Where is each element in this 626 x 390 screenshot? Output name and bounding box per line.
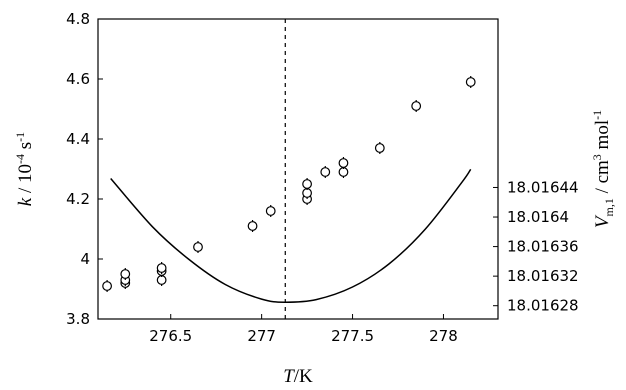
y-left-exponent2: -1: [13, 132, 27, 142]
y-left-axis-label: k / 10-4 s-1: [13, 132, 36, 206]
data-point: [120, 269, 131, 279]
y-right-tick-label: 18.01636: [507, 238, 579, 256]
y-left-tick-label: 4.4: [66, 130, 90, 148]
data-points-layer: [102, 76, 476, 292]
data-point: [374, 143, 385, 153]
x-tick-label: 277.5: [331, 327, 374, 345]
y-left-tick-label: 4: [80, 250, 90, 268]
fit-curve: [110, 168, 472, 303]
y-right-exponent2: -1: [590, 110, 604, 120]
y-right-tick-label: 18.01632: [507, 267, 579, 285]
x-tick-label: 276.5: [149, 327, 192, 345]
y-right-unit: / cm: [592, 160, 613, 198]
data-point: [465, 77, 476, 87]
y-right-tick-label: 18.0164: [507, 208, 569, 226]
data-point: [156, 263, 167, 273]
y-right-subscript: m,1: [602, 198, 616, 216]
y-right-tick-label: 18.01644: [507, 178, 579, 196]
data-point: [265, 206, 276, 216]
data-point: [102, 281, 112, 291]
data-point: [193, 242, 203, 252]
x-axis: 276.5 277 277.5 278: [149, 314, 458, 345]
x-tick-label: 277: [247, 327, 276, 345]
fit-curve-layer: [110, 168, 472, 303]
y-right-axis: 18.01628 18.01632 18.01636 18.0164 18.01644: [493, 178, 579, 315]
plot-frame: [97, 18, 499, 320]
y-left-tick-label: 3.8: [66, 310, 90, 328]
data-point: [411, 101, 422, 111]
data-point: [320, 167, 331, 177]
y-left-unit2: s: [15, 142, 36, 154]
y-right-exponent: 3: [590, 154, 604, 160]
data-point: [302, 179, 312, 189]
y-left-exponent: -4: [13, 154, 27, 164]
x-axis-symbol: T: [283, 366, 295, 387]
y-right-tick-label: 18.01628: [507, 297, 579, 315]
x-axis-label: T/K: [283, 366, 313, 387]
y-right-axis-label: Vm,1 / cm3 mol-1: [590, 110, 616, 228]
y-right-unit2: mol: [592, 120, 613, 154]
y-left-tick-label: 4.6: [66, 70, 90, 88]
x-axis-unit: /K: [294, 366, 313, 387]
y-left-tick-label: 4.2: [66, 190, 90, 208]
y-left-tick-label: 4.8: [66, 10, 90, 28]
data-point: [338, 158, 349, 168]
y-left-unit: / 10: [15, 164, 36, 198]
data-point: [247, 221, 258, 231]
y-right-symbol: V: [592, 214, 613, 228]
y-left-axis: 3.8 4 4.2 4.4 4.6 4.8: [66, 10, 103, 328]
y-left-symbol: k: [15, 197, 36, 206]
x-tick-label: 278: [429, 327, 458, 345]
